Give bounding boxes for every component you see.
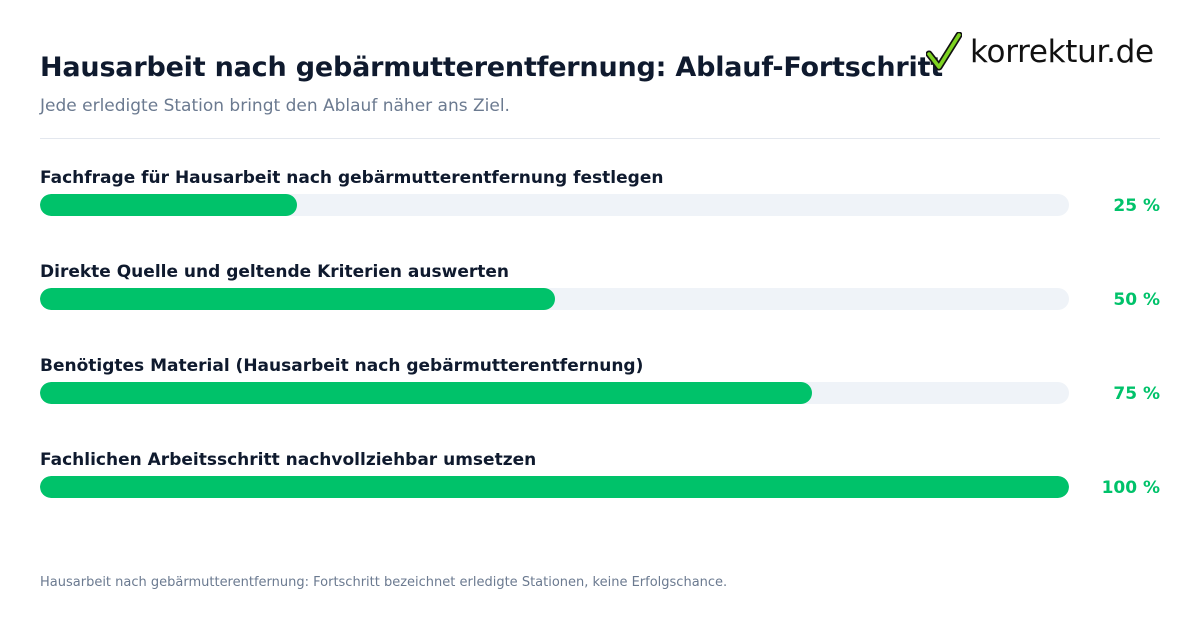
footnote: Hausarbeit nach gebärmutterentfernung: F… (40, 575, 728, 590)
logo-wordmark: korrektur.de (970, 33, 1154, 70)
progress-bar-fill (40, 194, 298, 216)
progress-row: Fachlichen Arbeitsschritt nachvollziehba… (40, 450, 1160, 510)
progress-row: Benötigtes Material (Hausarbeit nach geb… (40, 356, 1160, 416)
progress-bar-fill (40, 288, 555, 310)
progress-value-label: 25 % (1113, 196, 1160, 216)
progress-track (40, 476, 1069, 498)
progress-row-label: Direkte Quelle und geltende Kriterien au… (40, 262, 509, 282)
progress-track (40, 194, 1069, 216)
page-subtitle: Jede erledigte Station bringt den Ablauf… (40, 96, 510, 116)
checkmark-icon (926, 32, 962, 72)
progress-value-label: 100 % (1101, 478, 1160, 498)
brand-logo[interactable]: korrektur.de (926, 30, 1154, 74)
progress-bar-fill (40, 476, 1069, 498)
progress-track (40, 382, 1069, 404)
page-title: Hausarbeit nach gebärmutterentfernung: A… (40, 52, 944, 83)
progress-row-label: Fachlichen Arbeitsschritt nachvollziehba… (40, 450, 537, 470)
progress-value-label: 50 % (1113, 290, 1160, 310)
progress-value-label: 75 % (1113, 384, 1160, 404)
progress-row-label: Fachfrage für Hausarbeit nach gebärmutte… (40, 168, 664, 188)
progress-row: Fachfrage für Hausarbeit nach gebärmutte… (40, 168, 1160, 228)
progress-row-label: Benötigtes Material (Hausarbeit nach geb… (40, 356, 644, 376)
header-divider (40, 138, 1160, 139)
progress-bar-fill (40, 382, 812, 404)
progress-row: Direkte Quelle und geltende Kriterien au… (40, 262, 1160, 322)
progress-track (40, 288, 1069, 310)
